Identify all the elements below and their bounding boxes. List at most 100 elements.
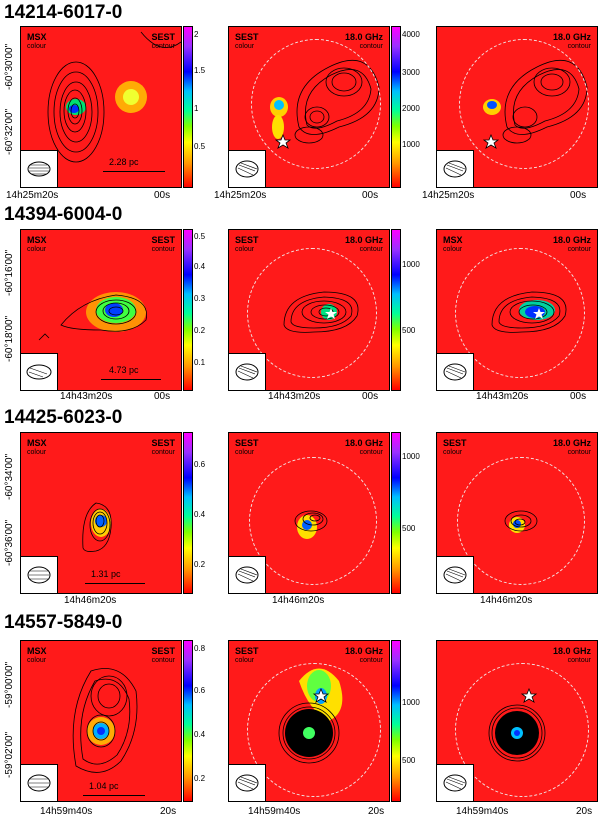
- dec-tick-label: -60°32'00": [4, 108, 15, 155]
- ra-tick-label: 14h46m20s: [64, 595, 117, 606]
- colorbar-tick: 3000: [402, 68, 420, 77]
- colour-label: colour: [27, 43, 47, 50]
- source-title: 14394-6004-0: [4, 204, 123, 225]
- contour-label: contour: [567, 449, 591, 456]
- msx-label: MSX: [27, 438, 47, 448]
- ra-tick-label: 14h59m40s: [40, 806, 93, 817]
- colorbar-tick: 1: [194, 104, 199, 113]
- colour-label: colour: [235, 43, 255, 50]
- beam-box: [229, 764, 266, 801]
- sest-18ghz-panel: 18.0 GHz contour: [436, 640, 598, 802]
- beam-ellipse-icon: [235, 774, 259, 792]
- colorbar-tick: 0.5: [194, 142, 206, 151]
- dec-tick-label: -59°02'00": [4, 731, 15, 778]
- beam-ellipse-icon: [27, 161, 51, 177]
- msx-label: MSX: [27, 646, 47, 656]
- contour-label: contour: [567, 246, 591, 253]
- msx-panel: MSX colour SEST contour 4.73 pc: [20, 229, 182, 391]
- frequency-label: 18.0 GHz: [344, 235, 383, 245]
- ra-tick-label: 14h59m40s: [456, 806, 509, 817]
- msx-label: MSX: [27, 235, 47, 245]
- msx-label: MSX: [27, 32, 47, 42]
- colorbar: [183, 640, 193, 802]
- contour-label: contour: [151, 449, 175, 456]
- beam-box: [21, 353, 58, 390]
- contour-label: contour: [151, 43, 175, 50]
- frequency-label: 18.0 GHz: [552, 235, 591, 245]
- beam-box: [229, 353, 266, 390]
- colorbar-tick: 500: [402, 524, 416, 533]
- colorbar-tick: 0.2: [194, 774, 206, 783]
- ra-tick-label: 14h25m20s: [214, 190, 267, 201]
- sest-18ghz-panel: SEST colour 18.0 GHz contour: [228, 640, 390, 802]
- frequency-label: 18.0 GHz: [552, 646, 591, 656]
- msx-label: MSX: [443, 235, 463, 245]
- ra-tick-label: 00s: [362, 190, 379, 201]
- beam-box: [21, 150, 58, 187]
- ra-tick-label: 14h43m20s: [476, 391, 529, 402]
- colorbar-tick: 0.8: [194, 644, 206, 653]
- primary-beam-circle: [455, 248, 585, 378]
- msx-panel: MSX colour SEST contour 2.28 pc: [20, 26, 182, 188]
- contour-label: contour: [567, 657, 591, 664]
- ra-tick-label: 00s: [362, 391, 379, 402]
- colorbar-tick: 0.1: [194, 358, 206, 367]
- source-title: 14214-6017-0: [4, 2, 123, 23]
- frequency-label: 18.0 GHz: [552, 438, 591, 448]
- ra-tick-label: 20s: [160, 806, 177, 817]
- beam-box: [229, 150, 266, 187]
- beam-ellipse-icon: [27, 566, 51, 584]
- sest-18ghz-panel: 18.0 GHz contour: [436, 26, 598, 188]
- primary-beam-circle: [455, 663, 589, 797]
- colorbar-tick: 1000: [402, 698, 420, 707]
- colorbar-tick: 2000: [402, 104, 420, 113]
- colorbar-tick: 0.5: [194, 232, 206, 241]
- dec-tick-label: -59°00'00": [4, 661, 15, 708]
- colorbar: [391, 26, 401, 188]
- dec-tick-label: -60°18'00": [4, 315, 15, 362]
- scale-bar-label: 4.73 pc: [109, 365, 139, 375]
- beam-ellipse-icon: [443, 160, 467, 178]
- scale-bar: [101, 379, 161, 380]
- colorbar: [391, 229, 401, 391]
- colorbar-tick: 1.5: [194, 66, 206, 75]
- ra-tick-label: 20s: [576, 806, 593, 817]
- frequency-label: 18.0 GHz: [344, 32, 383, 42]
- colorbar-tick: 500: [402, 756, 416, 765]
- contour-label: contour: [359, 246, 383, 253]
- beam-box: [437, 353, 474, 390]
- primary-beam-circle: [457, 457, 585, 585]
- primary-beam-circle: [247, 663, 381, 797]
- sest-label: SEST: [151, 646, 175, 656]
- beam-box: [437, 556, 474, 593]
- colour-label: colour: [27, 246, 47, 253]
- dec-tick-label: -60°36'00": [4, 519, 15, 566]
- beam-ellipse-icon: [26, 364, 52, 380]
- sest-18ghz-panel: SEST colour 18.0 GHz contour: [228, 229, 390, 391]
- sest-label: SEST: [151, 438, 175, 448]
- colorbar: [391, 432, 401, 594]
- sest-label: SEST: [443, 438, 467, 448]
- scale-bar: [103, 171, 165, 172]
- scale-bar: [83, 795, 145, 796]
- sest-18ghz-panel: MSX colour 18.0 GHz contour: [436, 229, 598, 391]
- source-title: 14557-5849-0: [4, 612, 123, 633]
- colorbar-tick: 0.3: [194, 294, 206, 303]
- primary-beam-circle: [251, 39, 381, 169]
- colorbar-tick: 0.4: [194, 262, 206, 271]
- primary-beam-circle: [247, 248, 377, 378]
- msx-panel: MSX colour SEST contour 1.04 pc: [20, 640, 182, 802]
- ra-tick-label: 20s: [368, 806, 385, 817]
- beam-ellipse-icon: [443, 566, 467, 584]
- colour-label: colour: [27, 449, 47, 456]
- beam-box: [21, 764, 58, 801]
- colorbar-tick: 2: [194, 30, 199, 39]
- source-title: 14425-6023-0: [4, 407, 123, 428]
- colorbar-tick: 0.4: [194, 730, 206, 739]
- scale-bar-label: 2.28 pc: [109, 157, 139, 167]
- sest-label: SEST: [151, 235, 175, 245]
- contour-label: contour: [151, 657, 175, 664]
- colorbar-tick: 0.4: [194, 510, 206, 519]
- ra-tick-label: 00s: [570, 190, 587, 201]
- ra-tick-label: 14h25m20s: [422, 190, 475, 201]
